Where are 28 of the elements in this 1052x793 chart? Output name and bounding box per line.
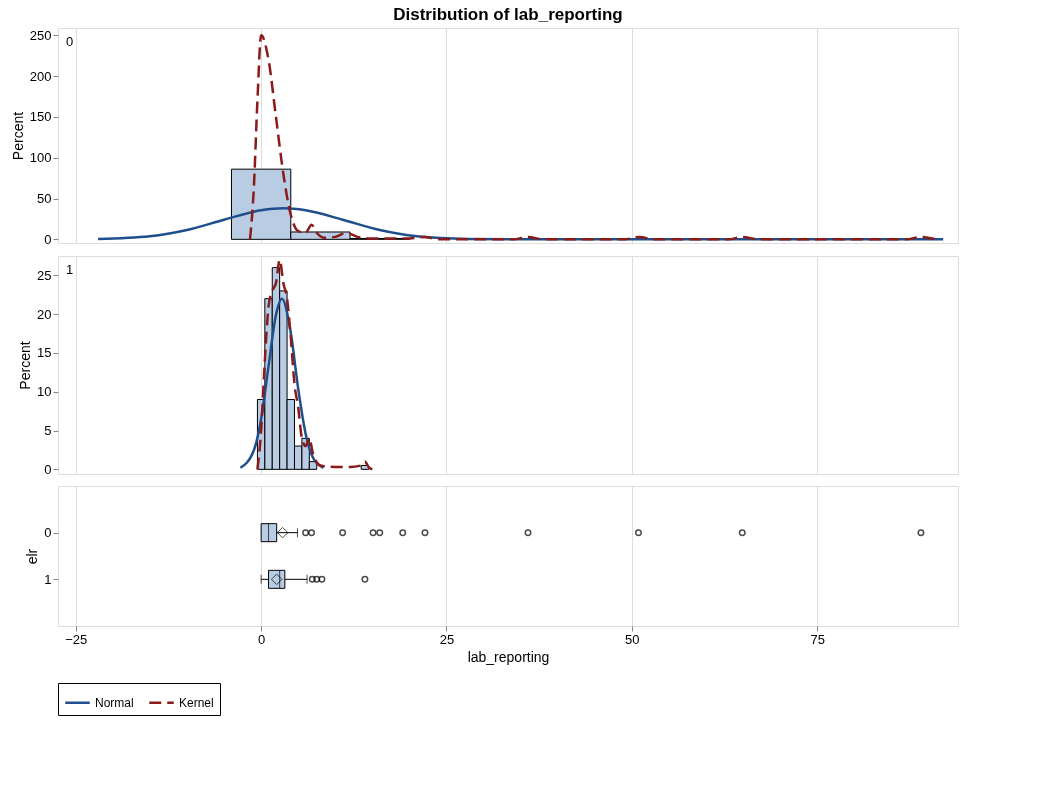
legend-label: Normal <box>95 695 134 710</box>
y-tick-label: 20 <box>37 306 52 322</box>
y-tick-label: 5 <box>44 423 52 439</box>
y-tick-label: 0 <box>44 231 52 247</box>
y-axis-title: Percent <box>17 341 34 390</box>
y-tick-label: 100 <box>29 150 52 166</box>
y-tick-label: 250 <box>29 27 52 43</box>
y-axis-title: Percent <box>9 111 26 161</box>
x-axis-title: lab_reporting <box>467 648 550 665</box>
legend-label: Kernel <box>179 695 214 710</box>
y-tick-label: 0 <box>44 461 52 477</box>
x-tick-label: 0 <box>258 631 266 647</box>
y-axis-title: elr <box>24 548 41 565</box>
annotation: 0 <box>66 34 74 49</box>
x-tick-label: 25 <box>439 631 455 647</box>
x-tick-label: 50 <box>625 631 640 647</box>
x-tick-label: −25 <box>65 631 88 647</box>
chart-title: Distribution of lab_reporting <box>393 5 623 24</box>
y-tick-label: 10 <box>37 384 52 400</box>
y-tick-label: 25 <box>37 267 52 283</box>
y-tick-label: 1 <box>44 571 52 587</box>
y-tick-label: 50 <box>37 191 52 207</box>
annotation: 1 <box>66 262 74 277</box>
y-tick-label: 150 <box>29 109 52 125</box>
x-tick-label: 75 <box>810 631 825 647</box>
y-tick-label: 200 <box>29 68 52 84</box>
y-tick-label: 0 <box>44 525 52 541</box>
y-tick-label: 15 <box>37 345 52 361</box>
